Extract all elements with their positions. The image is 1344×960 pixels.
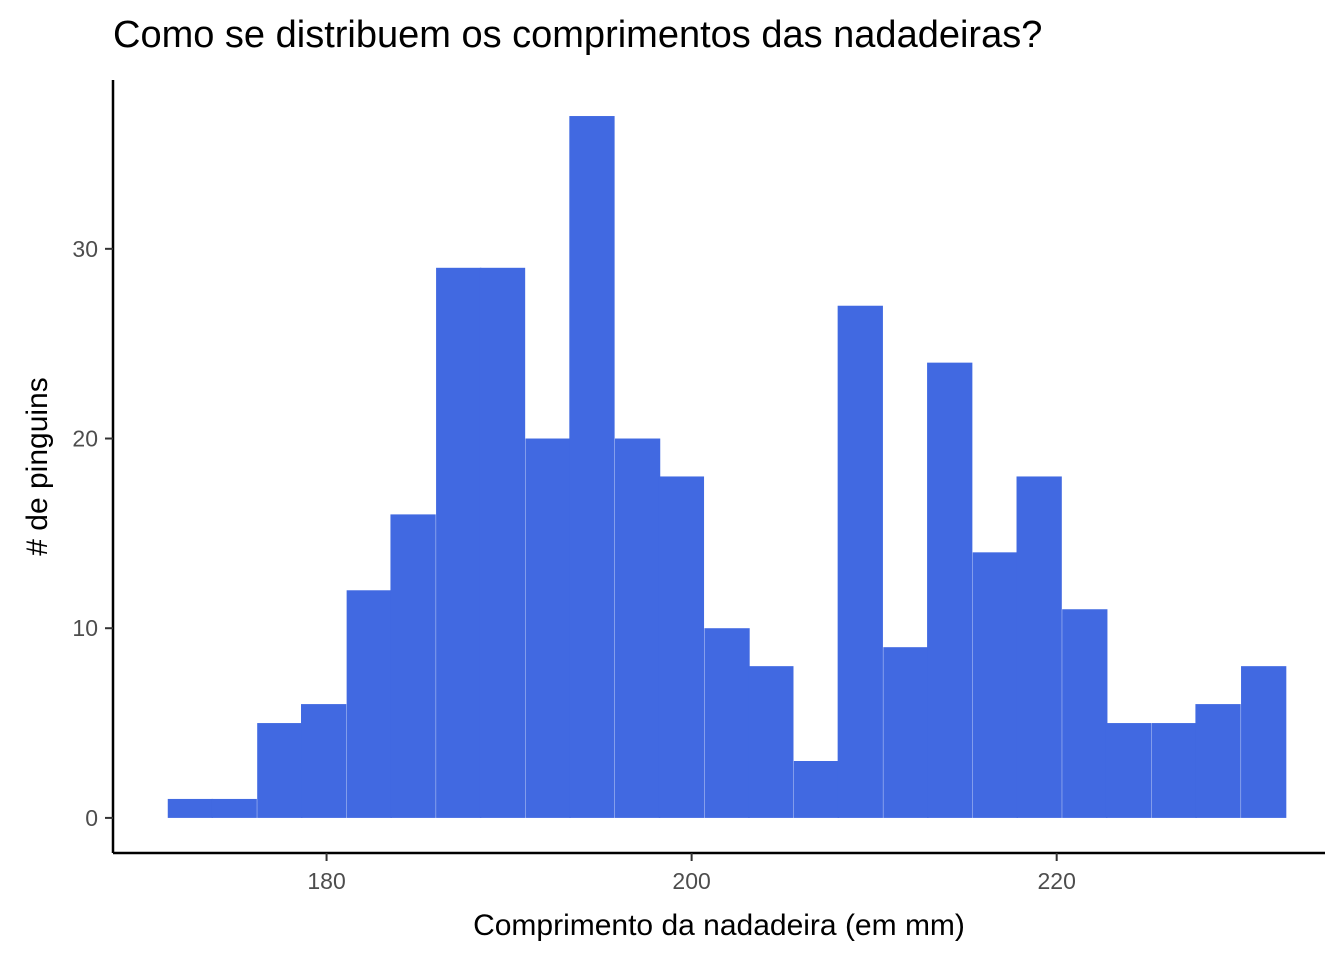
- histogram-bar-23: [1151, 723, 1197, 818]
- histogram-bar-3: [257, 723, 303, 818]
- histogram-bar-19: [972, 552, 1019, 818]
- histogram-bar-5: [346, 590, 392, 818]
- x-tick-label: 180: [307, 868, 345, 894]
- histogram-bar-13: [704, 628, 750, 818]
- y-axis-ticks: 0 10 20 30: [72, 236, 113, 831]
- histogram-bar-22: [1105, 723, 1152, 818]
- histogram-bar-21: [1062, 609, 1108, 818]
- y-axis-title: # de pinguins: [21, 377, 54, 555]
- histogram-bar-9: [525, 438, 571, 818]
- x-tick-label: 220: [1037, 868, 1075, 894]
- histogram-bar-10: [569, 116, 615, 818]
- histogram-bar-18: [927, 362, 973, 818]
- histogram-bar-14: [748, 666, 794, 818]
- histogram-bar-6: [390, 514, 436, 818]
- histogram-bar-16: [837, 305, 883, 818]
- histogram-bar-1: [167, 798, 214, 818]
- histogram-bar-20: [1016, 476, 1062, 818]
- histogram-bar-4: [301, 704, 347, 818]
- chart-title: Como se distribuem os comprimentos das n…: [113, 14, 1043, 56]
- x-axis-ticks: 180 200 220: [307, 853, 1076, 894]
- bars-group: [167, 116, 1287, 818]
- histogram-bar-17: [883, 647, 929, 818]
- x-tick-label: 200: [672, 868, 710, 894]
- y-tick-label: 20: [72, 426, 98, 452]
- y-tick-label: 30: [72, 236, 98, 262]
- histogram-bar-25: [1241, 666, 1287, 818]
- y-tick-label: 0: [85, 805, 98, 831]
- histogram-bar-8: [479, 267, 526, 818]
- y-tick-label: 10: [72, 615, 98, 641]
- histogram-bar-7: [436, 267, 482, 818]
- histogram-bar-15: [793, 760, 840, 818]
- histogram-bar-2: [211, 798, 257, 818]
- histogram-bar-12: [658, 476, 705, 818]
- x-axis-title: Comprimento da nadadeira (em mm): [473, 909, 965, 942]
- histogram-bar-11: [614, 438, 661, 818]
- histogram-bar-24: [1195, 704, 1241, 818]
